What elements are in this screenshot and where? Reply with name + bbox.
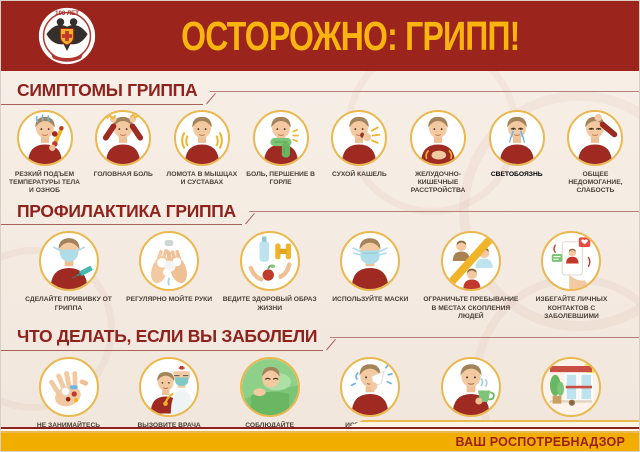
section-ifsick-header: ЧТО ДЕЛАТЬ, ЕСЛИ ВЫ ЗАБОЛЕЛИ bbox=[1, 328, 639, 351]
symptom-label: ЖЕЛУДОЧНО-КИШЕЧНЫЕ РАССТРОЙСТВА bbox=[410, 170, 466, 195]
weakness-icon bbox=[569, 113, 618, 164]
prevention-item: ОГРАНИЧЬТЕ ПРЕБЫВАНИЕ В МЕСТАХ СКОПЛЕНИЯ… bbox=[421, 231, 520, 321]
healthy-lifestyle-icon bbox=[248, 236, 292, 282]
prevention-label: ИСПОЛЬЗУЙТЕ МАСКИ bbox=[332, 296, 409, 304]
logo-anniversary-text: 100 ЛЕТ bbox=[55, 10, 79, 17]
prevention-item: ИСПОЛЬЗУЙТЕ МАСКИ bbox=[321, 231, 420, 321]
poster-footer: ВАШ РОСПОТРЕБНАДЗОР bbox=[1, 420, 639, 451]
headache-icon bbox=[103, 112, 144, 164]
symptom-label: СУХОЙ КАШЕЛЬ bbox=[331, 170, 387, 178]
section-title: СИМПТОМЫ ГРИППА bbox=[1, 81, 204, 105]
face-mask-icon bbox=[342, 233, 398, 289]
disposable-tissue-icon bbox=[351, 359, 394, 415]
symptom-label: ЛОМОТА В МЫШЦАХ И СУСТАВАХ bbox=[166, 170, 238, 186]
stomach-disorder-icon bbox=[412, 112, 464, 164]
poster-header: 100 ЛЕТ ОСТОРОЖНО: ГРИПП! bbox=[1, 1, 639, 71]
remote-contact-phone-icon bbox=[552, 237, 591, 290]
section-title: ЧТО ДЕЛАТЬ, ЕСЛИ ВЫ ЗАБОЛЕЛИ bbox=[1, 328, 324, 351]
prevention-item: ВЕДИТЕ ЗДОРОВЫЙ ОБРАЗ ЖИЗНИ bbox=[220, 231, 319, 321]
ifsick-label: ВЫЗОВИТЕ ВРАЧА bbox=[137, 421, 201, 429]
prevention-label: РЕГУЛЯРНО МОЙТЕ РУКИ bbox=[126, 296, 213, 304]
photophobia-icon bbox=[491, 112, 543, 164]
prevention-label: ВЕДИТЕ ЗДОРОВЫЙ ОБРАЗ ЖИЗНИ bbox=[222, 296, 317, 312]
section-prevention-header: ПРОФИЛАКТИКА ГРИППА bbox=[1, 202, 639, 226]
sore-throat-scarf-icon bbox=[255, 112, 299, 164]
ifsick-item: ВЫЗОВИТЕ ВРАЧА bbox=[120, 356, 219, 447]
footer-text: ВАШ РОСПОТРЕБНАДЗОР bbox=[455, 435, 625, 449]
footer-cream-wedge bbox=[349, 420, 639, 427]
vaccine-syringe-icon bbox=[41, 233, 92, 289]
footer-bar: ВАШ РОСПОТРЕБНАДЗОР bbox=[1, 433, 639, 451]
dry-cough-icon bbox=[333, 112, 381, 164]
header-rule-line bbox=[248, 211, 639, 213]
header-rule-diagonal bbox=[326, 338, 337, 351]
bed-rest-icon bbox=[241, 358, 298, 415]
header-rule-line bbox=[330, 336, 639, 338]
symptom-label: РЕЗКИЙ ПОДЪЕМ ТЕМПЕРАТУРЫ ТЕЛА И ОЗНОБ bbox=[9, 170, 80, 195]
prevention-row: СДЕЛАЙТЕ ПРИВИВКУ ОТ ГРИППА РЕГУЛЯРНО МО… bbox=[1, 225, 639, 321]
ifsick-item: СОБЛЮДАЙТЕ ПОСТЕЛЬНЫЙ РЕЖИМ bbox=[220, 356, 319, 447]
rospotrebnadzor-emblem-icon: 100 ЛЕТ bbox=[38, 7, 96, 65]
call-doctor-icon bbox=[141, 364, 194, 415]
header-rule-line bbox=[210, 90, 639, 92]
symptoms-row: РЕЗКИЙ ПОДЪЕМ ТЕМПЕРАТУРЫ ТЕЛА И ОЗНОБ Г… bbox=[1, 105, 639, 196]
symptom-item: СВЕТОБОЯЗНЬ bbox=[478, 109, 555, 196]
symptom-label: БОЛЬ, ПЕРШЕНИЕ В ГОРЛЕ bbox=[246, 170, 315, 186]
no-self-medication-pills-icon bbox=[48, 370, 88, 406]
symptom-label: ОБЩЕЕ НЕДОМОГАНИЕ, СЛАБОСТЬ bbox=[568, 170, 623, 195]
symptom-label: СВЕТОБОЯЗНЬ bbox=[490, 170, 543, 178]
fever-thermometer-icon bbox=[19, 113, 64, 164]
prevention-label: ИЗБЕГАЙТЕ ЛИЧНЫХ КОНТАКТОВ С ЗАБОЛЕВШИМИ bbox=[535, 296, 608, 320]
ifsick-item: НЕ ЗАНИМАЙТЕСЬ САМОЛЕЧЕНИЕМ bbox=[19, 356, 118, 447]
section-symptoms-header: СИМПТОМЫ ГРИППА bbox=[1, 81, 639, 105]
muscle-joint-ache-icon bbox=[181, 112, 223, 164]
header-rule-diagonal bbox=[206, 92, 217, 104]
section-title: ПРОФИЛАКТИКА ГРИППА bbox=[1, 202, 242, 226]
symptom-item: ОБЩЕЕ НЕДОМОГАНИЕ, СЛАБОСТЬ bbox=[557, 109, 634, 196]
header-rule-diagonal bbox=[245, 213, 255, 225]
prevention-label: СДЕЛАЙТЕ ПРИВИВКУ ОТ ГРИППА bbox=[25, 296, 112, 312]
symptom-item: СУХОЙ КАШЕЛЬ bbox=[321, 109, 398, 196]
footer-stripe-white bbox=[1, 429, 639, 431]
drink-fluids-icon bbox=[443, 359, 495, 415]
wash-hands-icon bbox=[151, 240, 188, 286]
footer-stripe-red bbox=[1, 427, 639, 429]
symptom-item: ГОЛОВНАЯ БОЛЬ bbox=[85, 109, 162, 196]
prevention-item: СДЕЛАЙТЕ ПРИВИВКУ ОТ ГРИППА bbox=[19, 231, 118, 321]
symptom-label: ГОЛОВНАЯ БОЛЬ bbox=[93, 170, 153, 178]
symptom-item: БОЛЬ, ПЕРШЕНИЕ В ГОРЛЕ bbox=[242, 109, 319, 196]
symptom-item: ЖЕЛУДОЧНО-КИШЕЧНЫЕ РАССТРОЙСТВА bbox=[400, 109, 477, 196]
footer-stripe-yellow bbox=[1, 431, 639, 433]
ventilate-room-icon bbox=[543, 358, 600, 415]
avoid-crowds-icon bbox=[444, 233, 499, 290]
poster-title: ОСТОРОЖНО: ГРИПП! bbox=[181, 12, 520, 59]
symptom-item: ЛОМОТА В МЫШЦАХ И СУСТАВАХ bbox=[163, 109, 240, 196]
prevention-item: ИЗБЕГАЙТЕ ЛИЧНЫХ КОНТАКТОВ С ЗАБОЛЕВШИМИ bbox=[522, 231, 621, 321]
symptom-item: РЕЗКИЙ ПОДЪЕМ ТЕМПЕРАТУРЫ ТЕЛА И ОЗНОБ bbox=[6, 109, 83, 196]
prevention-label: ОГРАНИЧЬТЕ ПРЕБЫВАНИЕ В МЕСТАХ СКОПЛЕНИЯ… bbox=[423, 296, 519, 320]
prevention-item: РЕГУЛЯРНО МОЙТЕ РУКИ bbox=[120, 231, 219, 321]
